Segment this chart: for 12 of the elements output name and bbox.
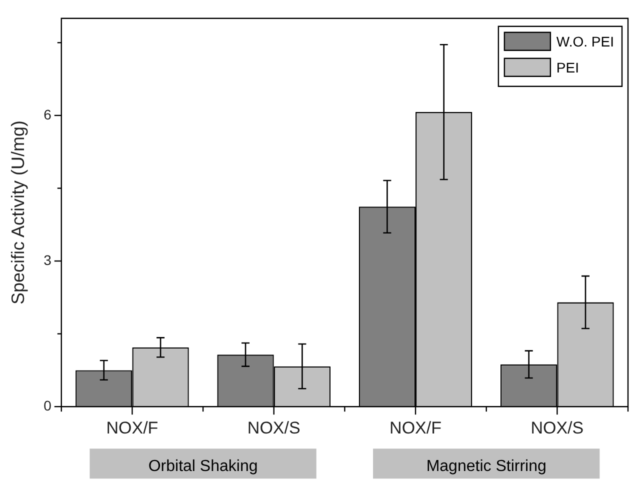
legend-label: PEI	[556, 59, 580, 76]
text: Orbital Shaking	[148, 458, 258, 476]
x-tick-label: NOX/F	[106, 418, 158, 438]
y-tick-label: 6	[44, 106, 52, 122]
legend-label: W.O. PEI	[556, 33, 614, 50]
x-tick-label: NOX/S	[247, 418, 300, 438]
x-tick-label: NOX/F	[390, 418, 442, 438]
y-axis-title: Specific Activity (U/mg)	[8, 120, 28, 305]
text: Magnetic Stirring	[426, 458, 546, 476]
y-tick-label: 0	[44, 397, 52, 414]
x-tick-label: NOX/S	[530, 418, 584, 438]
y-tick-label: 3	[44, 252, 52, 268]
